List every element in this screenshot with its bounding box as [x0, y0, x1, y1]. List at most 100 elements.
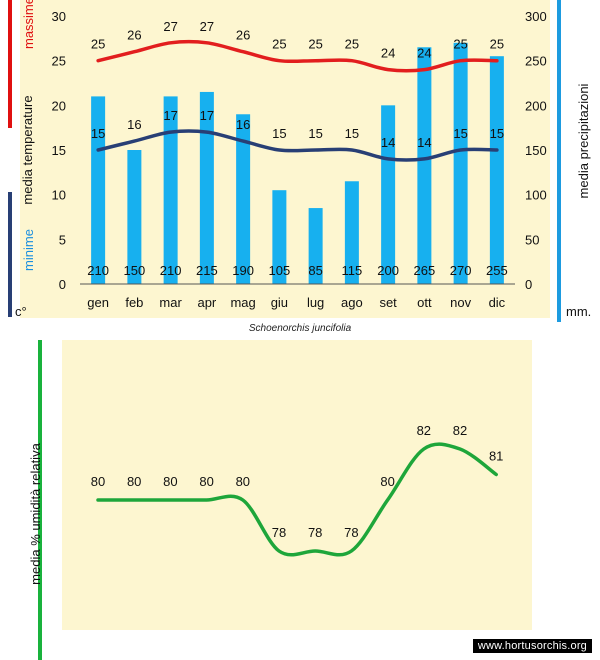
precipitation-bar [417, 47, 432, 285]
month-label: nov [450, 295, 471, 310]
precipitation-data-label: 200 [377, 263, 399, 278]
max-temp-data-label: 25 [490, 37, 504, 52]
precipitation-data-label: 105 [269, 263, 291, 278]
min-temp-data-label: 16 [127, 117, 141, 132]
left-tick-label: 30 [52, 9, 66, 24]
humidity-data-label: 78 [344, 525, 358, 540]
max-temp-line [96, 39, 499, 73]
precipitation-bar [453, 42, 468, 284]
month-label: lug [307, 295, 324, 310]
right-tick-label: 250 [525, 54, 547, 69]
humidity-data-label: 80 [236, 474, 250, 489]
max-temp-data-label: 26 [127, 28, 141, 43]
humidity-data-label: 80 [127, 474, 141, 489]
right-tick-label: 50 [525, 232, 539, 247]
precipitation-bar [381, 105, 396, 284]
right-tick-label: 150 [525, 143, 547, 158]
humidity-data-label: 80 [163, 474, 177, 489]
celsius-unit: c° [15, 304, 27, 319]
precipitation-data-label: 190 [232, 263, 254, 278]
precipitation-indicator [557, 0, 561, 322]
precipitation-bar [163, 96, 178, 285]
precipitation-data-label: 150 [124, 263, 146, 278]
precipitation-data-label: 85 [308, 263, 322, 278]
humidity-panel [62, 340, 532, 630]
max-temp-indicator [8, 0, 12, 128]
humidity-data-label: 81 [489, 449, 503, 464]
humidity-data-label: 82 [453, 423, 467, 438]
precipitation-data-label: 210 [87, 263, 109, 278]
min-temp-data-label: 17 [163, 108, 177, 123]
precipitation-bar [308, 208, 323, 284]
precipitation-bar [489, 56, 504, 285]
right-tick-label: 300 [525, 9, 547, 24]
humidity-data-label: 80 [380, 474, 394, 489]
min-temp-data-label: 15 [345, 126, 359, 141]
precipitation-bar [272, 190, 287, 284]
humidity-data-label: 80 [91, 474, 105, 489]
precipitation-data-label: 210 [160, 263, 182, 278]
humidity-data-label: 80 [199, 474, 213, 489]
min-temp-data-label: 15 [308, 126, 322, 141]
month-label: feb [125, 295, 143, 310]
min-temp-data-label: 15 [272, 126, 286, 141]
max-temp-data-label: 27 [200, 19, 214, 34]
left-tick-label: 20 [52, 98, 66, 113]
month-label: apr [197, 295, 216, 310]
max-temp-data-label: 25 [308, 37, 322, 52]
precipitation-data-label: 215 [196, 263, 218, 278]
max-temp-data-label: 25 [272, 37, 286, 52]
precipitation-data-label: 255 [486, 263, 508, 278]
min-temp-data-label: 15 [490, 126, 504, 141]
left-tick-label: 5 [59, 232, 66, 247]
month-label: giu [271, 295, 288, 310]
precipitation-bar [344, 181, 359, 284]
humidity-line [96, 442, 498, 557]
humidity-data-label: 82 [417, 423, 431, 438]
precipitation-data-label: 265 [414, 263, 436, 278]
month-label: set [379, 295, 397, 310]
precipitation-data-label: 115 [342, 263, 363, 278]
left-tick-label: 15 [52, 143, 66, 158]
max-temp-data-label: 25 [453, 37, 467, 52]
precipitation-data-label: 270 [450, 263, 472, 278]
month-label: gen [87, 295, 109, 310]
max-temp-data-label: 25 [91, 37, 105, 52]
max-temp-data-label: 27 [163, 19, 177, 34]
min-temp-data-label: 14 [381, 135, 395, 150]
max-temp-data-label: 24 [381, 46, 395, 61]
humidity-indicator [38, 340, 42, 660]
precipitation-bar [236, 114, 251, 285]
max-temp-data-label: 25 [345, 37, 359, 52]
max-temp-data-label: 26 [236, 28, 250, 43]
precipitation-bar [199, 91, 214, 284]
month-label: dic [489, 295, 506, 310]
month-label: ott [417, 295, 432, 310]
precipitation-bar [91, 96, 106, 285]
left-tick-label: 25 [52, 54, 66, 69]
watermark: www.hortusorchis.org [472, 639, 592, 653]
min-temp-data-label: 16 [236, 117, 250, 132]
precipitation-bar [127, 150, 142, 284]
min-temp-indicator [8, 192, 12, 317]
min-temp-data-label: 17 [200, 108, 214, 123]
max-temp-data-label: 24 [417, 46, 431, 61]
min-temp-data-label: 15 [453, 126, 467, 141]
min-temp-line [96, 129, 499, 162]
humidity-data-label: 78 [272, 525, 286, 540]
min-temp-data-label: 15 [91, 126, 105, 141]
humidity-axis-label: media % umidità relativa [28, 443, 43, 585]
left-tick-label: 10 [52, 188, 66, 203]
humidity-data-label: 78 [308, 525, 322, 540]
month-label: ago [341, 295, 363, 310]
right-tick-label: 200 [525, 98, 547, 113]
species-name: Schoenorchis juncifolia [248, 323, 352, 334]
min-temp-data-label: 14 [417, 135, 431, 150]
month-label: mar [159, 295, 182, 310]
right-tick-label: 0 [525, 277, 532, 292]
mm-unit: mm. [566, 304, 592, 319]
month-label: mag [230, 295, 255, 310]
left-tick-label: 0 [59, 277, 66, 292]
